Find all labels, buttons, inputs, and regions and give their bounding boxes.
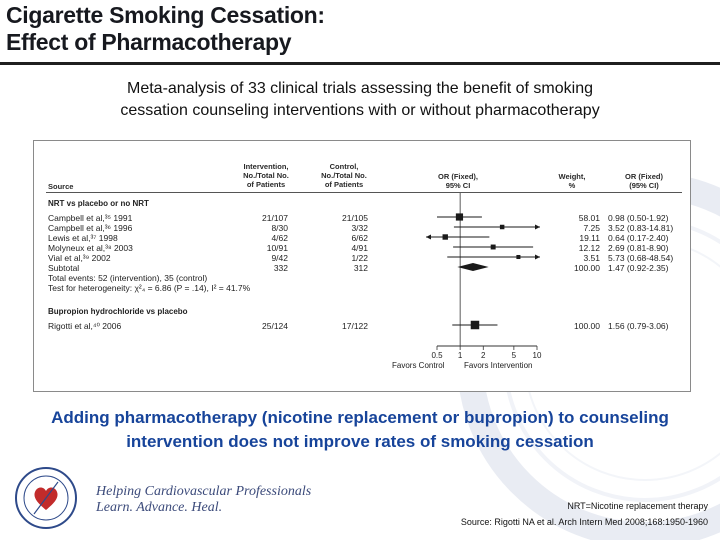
logo-tagline1: Helping Cardiovascular Professionals xyxy=(96,484,312,499)
header-control: Control, No./Total No. of Patients xyxy=(304,162,384,189)
header-or-fixed-line1: OR (Fixed), xyxy=(437,172,478,181)
slide-title: Cigarette Smoking Cessation: Effect of P… xyxy=(6,2,325,56)
row-control: 3/32 xyxy=(351,223,368,233)
row-weight: 58.01 xyxy=(578,213,600,223)
heterogeneity-test: Test for heterogeneity: χ²₄ = 6.86 (P = … xyxy=(48,283,251,293)
point-estimate-marker xyxy=(499,224,505,230)
row-weight: 100.00 xyxy=(574,321,600,331)
row-control: 1/22 xyxy=(351,253,368,263)
row-ci-text: 0.64 (0.17-2.40) xyxy=(608,233,669,243)
header-weight-line2: % xyxy=(568,181,576,190)
subtotal-label: Subtotal xyxy=(48,263,80,273)
header-source: Source xyxy=(48,182,74,191)
row-intervention: 4/62 xyxy=(271,233,288,243)
subtotal-weight: 100.00 xyxy=(574,263,600,273)
row-intervention: 9/42 xyxy=(271,253,288,263)
row-source: Molyneux et al,³⁸ 2003 xyxy=(48,243,133,253)
header-or-ci-text-line2: (95% CI) xyxy=(629,181,659,190)
caption-line1: Adding pharmacotherapy (nicotine replace… xyxy=(51,408,669,427)
acc-seal-logo xyxy=(15,467,77,529)
header-or-fixed-line2: 95% CI xyxy=(445,181,471,190)
header-intervention: Intervention, No./Total No. of Patients xyxy=(226,162,306,189)
ci-arrow xyxy=(535,224,540,230)
header-or-fixed: OR (Fixed), 95% CI xyxy=(418,172,498,190)
x-tick-label: 2 xyxy=(481,351,486,360)
subtitle-line1: Meta-analysis of 33 clinical trials asse… xyxy=(127,80,593,97)
row-source: Campbell et al,³⁶ 1996 xyxy=(48,223,133,233)
caption-line2: intervention does not improve rates of s… xyxy=(126,432,594,451)
x-tick-label: 0.5 xyxy=(431,351,443,360)
point-estimate-marker xyxy=(490,244,496,250)
row-control: 6/62 xyxy=(351,233,368,243)
row-ci-text: 1.56 (0.79-3.06) xyxy=(608,321,669,331)
key-finding-caption: Adding pharmacotherapy (nicotine replace… xyxy=(20,406,700,454)
row-source: Rigotti et al,⁴⁰ 2006 xyxy=(48,321,122,331)
row-control: 17/122 xyxy=(342,321,368,331)
slide-title-line2: Effect of Pharmacotherapy xyxy=(6,29,292,55)
point-estimate-marker xyxy=(516,254,521,260)
header-control-line1: Control, xyxy=(329,162,359,171)
row-intervention: 25/124 xyxy=(262,321,288,331)
subtotal-diamond xyxy=(457,263,489,271)
header-or-ci-text: OR (Fixed) (95% CI) xyxy=(608,172,680,190)
row-source: Vial et al,³⁹ 2002 xyxy=(48,253,111,263)
forest-plot-figure: Source Intervention, No./Total No. of Pa… xyxy=(33,140,691,392)
x-tick-label: 10 xyxy=(533,351,542,360)
logo-tagline2: Learn. Advance. Heal. xyxy=(96,500,223,515)
row-ci-text: 3.52 (0.83-14.81) xyxy=(608,223,674,233)
row-ci-text: 5.73 (0.68-48.54) xyxy=(608,253,674,263)
row-intervention: 10/91 xyxy=(266,243,288,253)
header-or-ci-text-line1: OR (Fixed) xyxy=(625,172,663,181)
source-footnote: Source: Rigotti NA et al. Arch Intern Me… xyxy=(460,517,708,527)
ci-arrow xyxy=(426,234,431,240)
row-control: 21/105 xyxy=(342,213,368,223)
header-rule xyxy=(46,192,682,193)
point-estimate-marker xyxy=(470,320,480,330)
header-intervention-line1: Intervention, xyxy=(243,162,289,171)
group-label-bupropion: Bupropion hydrochloride vs placebo xyxy=(48,307,188,316)
row-weight: 12.12 xyxy=(578,243,600,253)
title-underline xyxy=(0,62,720,65)
subtitle: Meta-analysis of 33 clinical trials asse… xyxy=(30,78,690,122)
x-tick-label: 5 xyxy=(512,351,517,360)
favors-control-label: Favors Control xyxy=(392,361,445,370)
row-ci-text: 0.98 (0.50-1.92) xyxy=(608,213,669,223)
point-estimate-marker xyxy=(442,234,448,240)
ci-arrow xyxy=(535,254,540,260)
subtotal-intervention: 332 xyxy=(273,263,288,273)
subtitle-line2: cessation counseling interventions with … xyxy=(120,102,600,119)
header-weight: Weight, % xyxy=(542,172,602,190)
subtotal-control: 312 xyxy=(353,263,368,273)
row-source: Lewis et al,³⁷ 1998 xyxy=(48,233,118,243)
subtotal-ci-text: 1.47 (0.92-2.35) xyxy=(608,263,669,273)
row-intervention: 21/107 xyxy=(262,213,288,223)
header-control-line2: No./Total No. xyxy=(321,171,367,180)
header-intervention-line2: No./Total No. xyxy=(243,171,289,180)
row-weight: 3.51 xyxy=(583,253,600,263)
row-weight: 19.11 xyxy=(579,233,600,243)
header-intervention-line3: of Patients xyxy=(246,180,286,189)
row-control: 4/91 xyxy=(351,243,368,253)
row-source: Campbell et al,³⁵ 1991 xyxy=(48,213,133,223)
favors-intervention-label: Favors Intervention xyxy=(464,361,533,370)
nrt-footnote: NRT=Nicotine replacement therapy xyxy=(567,501,708,511)
point-estimate-marker xyxy=(455,213,464,221)
x-tick-label: 1 xyxy=(458,351,463,360)
group-label-nrt: NRT vs placebo or no NRT xyxy=(48,199,149,208)
slide-title-line1: Cigarette Smoking Cessation: xyxy=(6,2,325,28)
total-events: Total events: 52 (intervention), 35 (con… xyxy=(48,273,208,283)
forest-plot-graphic: 0.5 1 2 5 10 xyxy=(426,193,542,360)
header-weight-line1: Weight, xyxy=(558,172,586,181)
row-ci-text: 2.69 (0.81-8.90) xyxy=(608,243,669,253)
row-intervention: 8/30 xyxy=(271,223,288,233)
header-control-line3: of Patients xyxy=(324,180,364,189)
row-weight: 7.25 xyxy=(583,223,600,233)
